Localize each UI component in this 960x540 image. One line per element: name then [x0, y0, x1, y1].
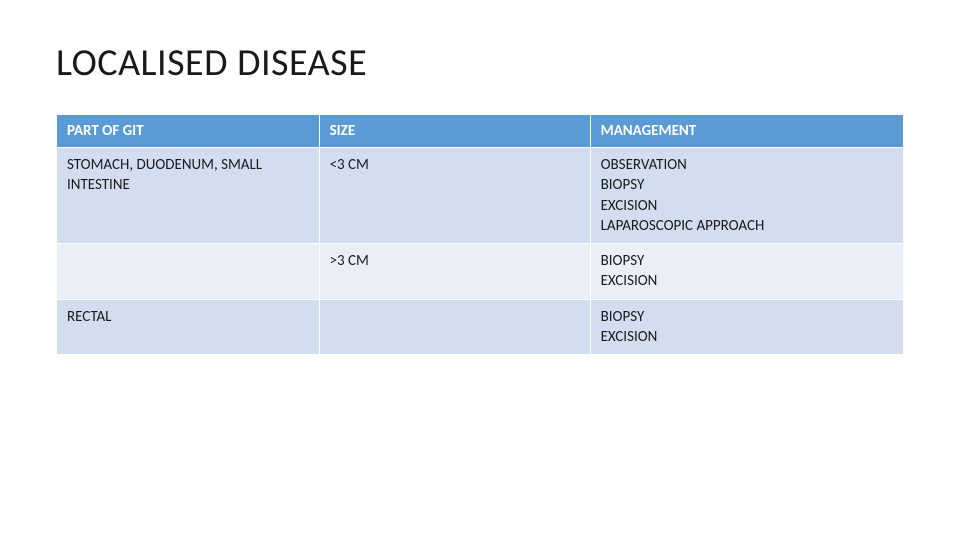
management-line: EXCISION [601, 271, 893, 291]
management-line: BIOPSY [601, 251, 893, 271]
cell-size: <3 CM [319, 148, 590, 244]
cell-management: BIOPSYEXCISION [590, 244, 903, 300]
col-header-size: SIZE [319, 115, 590, 148]
cell-size: >3 CM [319, 244, 590, 300]
management-line: BIOPSY [601, 175, 893, 195]
table-header-row: PART OF GIT SIZE MANAGEMENT [57, 115, 904, 148]
cell-part [57, 244, 320, 300]
cell-management: OBSERVATIONBIOPSYEXCISIONLAPAROSCOPIC AP… [590, 148, 903, 244]
management-line: EXCISION [601, 196, 893, 216]
page-title: LOCALISED DISEASE [56, 40, 904, 86]
management-line: EXCISION [601, 327, 893, 347]
cell-management: BIOPSYEXCISION [590, 299, 903, 355]
cell-part: RECTAL [57, 299, 320, 355]
cell-size [319, 299, 590, 355]
management-line: BIOPSY [601, 307, 893, 327]
table-row: >3 CMBIOPSYEXCISION [57, 244, 904, 300]
col-header-management: MANAGEMENT [590, 115, 903, 148]
slide: LOCALISED DISEASE PART OF GIT SIZE MANAG… [0, 0, 960, 540]
localised-disease-table: PART OF GIT SIZE MANAGEMENT STOMACH, DUO… [56, 114, 904, 355]
table-row: RECTAL BIOPSYEXCISION [57, 299, 904, 355]
table-row: STOMACH, DUODENUM, SMALL INTESTINE<3 CMO… [57, 148, 904, 244]
cell-part: STOMACH, DUODENUM, SMALL INTESTINE [57, 148, 320, 244]
table-body: STOMACH, DUODENUM, SMALL INTESTINE<3 CMO… [57, 148, 904, 355]
management-line: OBSERVATION [601, 155, 893, 175]
col-header-part: PART OF GIT [57, 115, 320, 148]
management-line: LAPAROSCOPIC APPROACH [601, 216, 893, 236]
